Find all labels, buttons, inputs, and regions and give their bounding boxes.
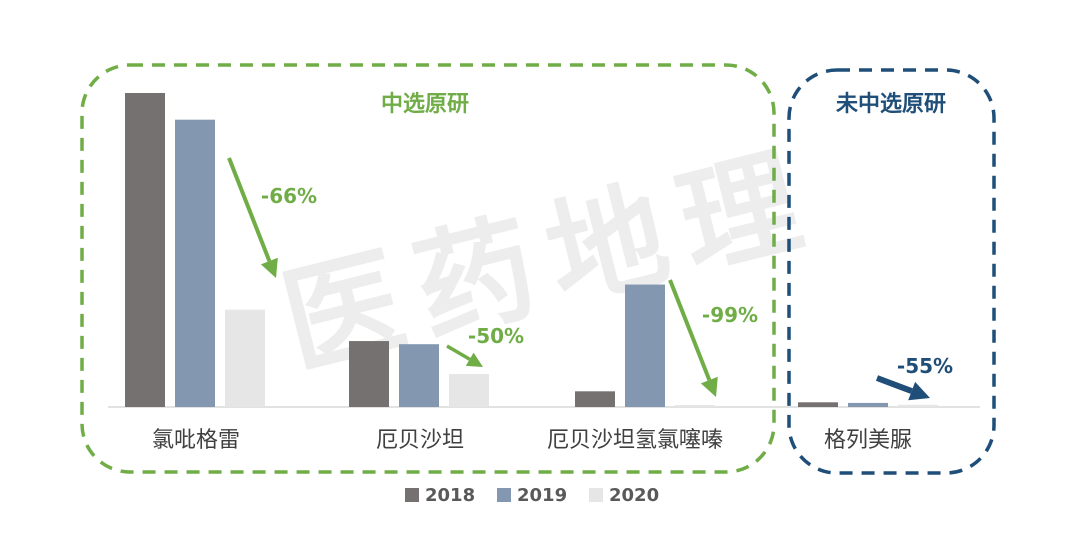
- trend-arrow-shaft-4: [875, 375, 913, 394]
- category-label-3: 厄贝沙坦氢氯噻嗪: [547, 428, 723, 453]
- trend-arrow-head-4: [908, 381, 930, 401]
- bar-2019-3: [625, 284, 665, 407]
- trend-arrows: -66% -50% -99% -55%: [227, 157, 953, 401]
- change-label-4: -55%: [897, 354, 953, 378]
- change-label-2: -50%: [468, 324, 524, 348]
- bar-2020-3: [675, 405, 715, 407]
- change-label-1: -66%: [261, 184, 317, 208]
- category-label-4: 格列美脲: [824, 428, 912, 453]
- legend-swatch-2018: [405, 488, 419, 502]
- legend-swatch-2019: [497, 488, 511, 502]
- bar-2020-1: [225, 309, 265, 407]
- group-box-2: [787, 68, 996, 475]
- bar-2019-1: [175, 119, 215, 407]
- group-label-1: 中选原研: [381, 92, 469, 117]
- legend-swatch-2020: [589, 488, 603, 502]
- category-label-2: 厄贝沙坦: [376, 428, 464, 453]
- trend-arrow-shaft-2: [446, 344, 471, 361]
- trend-arrow-head-1: [260, 257, 278, 278]
- legend-label-2019: 2019: [517, 485, 567, 506]
- category-labels: 氯吡格雷 厄贝沙坦 厄贝沙坦氢氯噻嗪 格列美脲: [152, 428, 912, 453]
- bar-2019-2: [399, 344, 439, 407]
- legend: 2018 2019 2020: [405, 485, 659, 506]
- bar-2020-2: [449, 374, 489, 407]
- trend-arrow-shaft-1: [227, 157, 272, 262]
- category-label-1: 氯吡格雷: [152, 428, 240, 453]
- change-label-3: -99%: [702, 303, 758, 327]
- legend-label-2020: 2020: [609, 485, 659, 506]
- bar-2018-1: [125, 93, 165, 407]
- group-label-2: 未中选原研: [836, 92, 946, 117]
- trend-arrow-head-3: [700, 376, 718, 397]
- bars: [125, 93, 938, 407]
- trend-arrow-shaft-3: [668, 279, 712, 381]
- legend-label-2018: 2018: [425, 485, 475, 506]
- trend-arrow-head-2: [465, 352, 483, 367]
- bar-2018-2: [349, 341, 389, 407]
- group-box-1: [80, 63, 776, 474]
- group-boxes: 中选原研 未中选原研: [80, 63, 996, 475]
- bar-2019-4: [848, 402, 888, 407]
- bar-2018-3: [575, 391, 615, 407]
- bar-2018-4: [798, 402, 838, 407]
- bar-2020-4: [898, 404, 938, 407]
